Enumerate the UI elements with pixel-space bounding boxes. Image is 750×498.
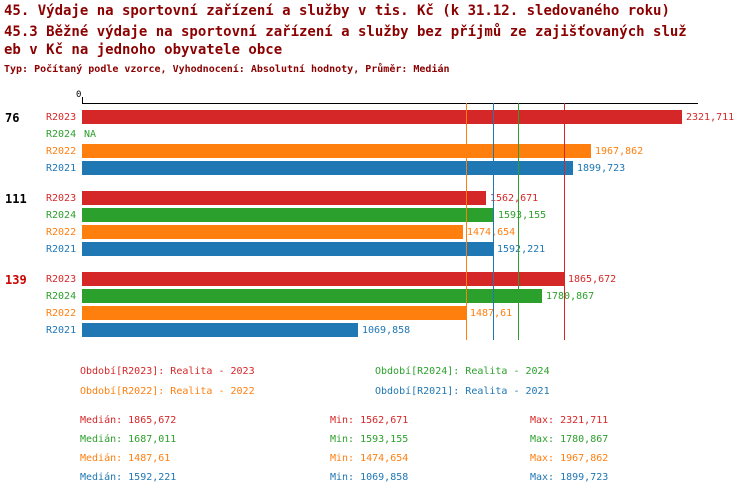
- stat-max-r2023: Max: 2321,711: [530, 415, 609, 426]
- bar-r2023: [82, 191, 486, 205]
- bar-value-label: 1069,858: [362, 325, 411, 336]
- series-row-label: R2022: [46, 227, 77, 238]
- stat-max-r2022: Max: 1967,862: [530, 453, 609, 464]
- series-row-label: R2021: [46, 163, 77, 174]
- series-row-label: R2023: [46, 112, 77, 123]
- stat-max-r2024: Max: 1780,867: [530, 434, 609, 445]
- series-row-label: R2024: [46, 129, 77, 140]
- bar-value-label: 1865,672: [568, 274, 617, 285]
- series-row-label: R2023: [46, 193, 77, 204]
- bar-value-label: 1592,221: [497, 244, 546, 255]
- bar-value-label: 1487,61: [470, 308, 513, 319]
- median-line-r2023: [564, 103, 565, 340]
- median-line-r2022: [466, 103, 467, 340]
- group-label: 139: [5, 273, 27, 287]
- bar-r2022: [82, 225, 463, 239]
- group-label: 111: [5, 192, 27, 206]
- bar-value-label: NA: [84, 129, 97, 140]
- bar-r2021: [82, 323, 358, 337]
- bar-value-label: 2321,711: [686, 112, 735, 123]
- bar-r2022: [82, 306, 466, 320]
- chart-title-line1: 45. Výdaje na sportovní zařízení a služb…: [4, 3, 670, 19]
- series-row-label: R2021: [46, 244, 77, 255]
- legend-item-r2023: Období[R2023]: Realita - 2023: [80, 366, 255, 377]
- legend-item-r2022: Období[R2022]: Realita - 2022: [80, 386, 255, 397]
- bar-r2022: [82, 144, 591, 158]
- stat-min-r2021: Min: 1069,858: [330, 472, 409, 483]
- bar-value-label: 1562,671: [490, 193, 539, 204]
- stat-median-r2022: Medián: 1487,61: [80, 453, 171, 464]
- median-line-r2021: [493, 103, 494, 340]
- bar-value-label: 1593,155: [498, 210, 547, 221]
- legend-item-r2024: Období[R2024]: Realita - 2024: [375, 366, 550, 377]
- bar-value-label: 1899,723: [577, 163, 626, 174]
- series-row-label: R2024: [46, 210, 77, 221]
- series-row-label: R2022: [46, 146, 77, 157]
- stat-max-r2021: Max: 1899,723: [530, 472, 609, 483]
- bar-chart: 0 76 R2023 2321,711 R2024 NA R2022 1967,862 R20…: [5, 90, 735, 340]
- x-axis-line: [82, 103, 698, 104]
- group-label: 76: [5, 111, 20, 125]
- chart-title-line2: 45.3 Běžné výdaje na sportovní zařízení …: [4, 24, 687, 40]
- bar-r2021: [82, 242, 493, 256]
- chart-title-line3: eb v Kč na jednoho obyvatele obce: [4, 42, 283, 58]
- stat-min-r2024: Min: 1593,155: [330, 434, 409, 445]
- stat-min-r2023: Min: 1562,671: [330, 415, 409, 426]
- bar-r2023: [82, 110, 682, 124]
- stat-median-r2023: Medián: 1865,672: [80, 415, 177, 426]
- stat-median-r2024: Medián: 1687,011: [80, 434, 177, 445]
- bar-r2024: [82, 289, 542, 303]
- x-axis-tick: [82, 97, 83, 103]
- stat-median-r2021: Medián: 1592,221: [80, 472, 177, 483]
- bar-value-label: 1474,654: [467, 227, 516, 238]
- series-row-label: R2022: [46, 308, 77, 319]
- stat-min-r2022: Min: 1474,654: [330, 453, 409, 464]
- bar-r2024: [82, 208, 494, 222]
- bar-value-label: 1780,867: [546, 291, 595, 302]
- series-row-label: R2023: [46, 274, 77, 285]
- bar-r2021: [82, 161, 573, 175]
- x-axis-zero-label: 0: [76, 90, 82, 100]
- chart-subtitle: Typ: Počítaný podle vzorce, Vyhodnocení:…: [4, 64, 450, 75]
- legend-item-r2021: Období[R2021]: Realita - 2021: [375, 386, 550, 397]
- bar-r2023: [82, 272, 564, 286]
- median-line-r2024: [518, 103, 519, 340]
- series-row-label: R2024: [46, 291, 77, 302]
- bar-value-label: 1967,862: [595, 146, 644, 157]
- series-row-label: R2021: [46, 325, 77, 336]
